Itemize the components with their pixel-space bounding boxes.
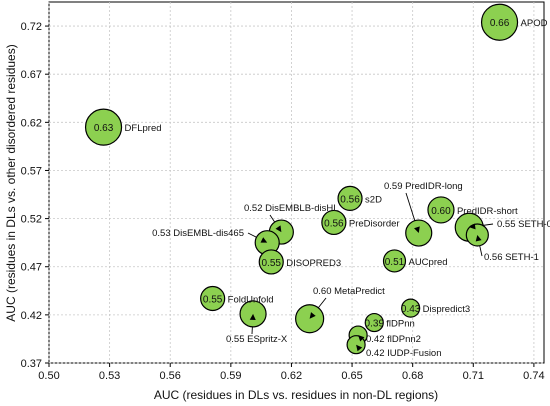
x-tick-label: 0.56 <box>160 370 181 382</box>
point-value-label: 0.63 <box>94 123 114 134</box>
annotation-arrow-head <box>356 344 363 352</box>
y-tick-label: 0.42 <box>21 310 42 322</box>
point-apod <box>480 3 519 41</box>
point-name-label: AUCpred <box>408 257 447 268</box>
data-points: 0.66 0.63 0.56 0.60 0.56 0.55 0.51 0.55 0.43 0.39… <box>84 3 550 359</box>
point-value-label: 0.51 <box>385 257 405 268</box>
point-predisorder <box>321 209 347 236</box>
point-name-label: PredIDR-short <box>457 206 518 217</box>
y-tick-label: 0.72 <box>21 21 42 33</box>
point-name-label: s2D <box>365 194 382 205</box>
point-value-label: 0.43 <box>401 304 421 315</box>
point-foldunfold <box>200 285 226 312</box>
x-tick-label: 0.62 <box>281 370 302 382</box>
point-aucpred <box>382 249 407 273</box>
point-name-label: PreDisorder <box>349 218 400 229</box>
point-name-label: 0.52 DisEMBLB-disHL <box>244 203 339 214</box>
y-tick-label: 0.37 <box>21 358 42 370</box>
point-name-label: flDPnn <box>386 319 415 330</box>
point-name-label: 0.60 MetaPredict <box>313 286 385 297</box>
point-name-label: 0.42 flDPnn2 <box>366 334 421 345</box>
y-tick-label: 0.47 <box>21 262 42 274</box>
point-name-label: 0.53 DisEMBL-dis465 <box>152 228 244 239</box>
point-value-label: 0.56 <box>340 194 360 205</box>
plot-frame <box>48 1 545 364</box>
x-tick-label: 0.50 <box>38 370 59 382</box>
point-name-label: 0.59 PredIDR-long <box>384 181 463 192</box>
point-name-label: DFLpred <box>125 123 162 134</box>
point-dflpred <box>84 108 123 146</box>
x-tick-label: 0.59 <box>220 370 241 382</box>
point-name-label: 0.55 SETH-0 <box>497 219 550 230</box>
point-name-label: 0.42 IUDP-Fusion <box>366 348 442 359</box>
y-tick-label: 0.67 <box>21 69 42 81</box>
annotation-arrow-head <box>275 225 282 233</box>
x-tick-label: 0.71 <box>463 370 484 382</box>
point-value-label: 0.66 <box>490 18 510 29</box>
point-predidr-short <box>427 196 455 224</box>
point-s2d <box>337 185 363 211</box>
x-axis-title: AUC (residues in DLs vs. residues in non… <box>154 388 438 402</box>
y-tick-label: 0.52 <box>21 214 42 226</box>
point-value-label: 0.55 <box>262 258 282 269</box>
x-tick-label: 0.68 <box>402 370 423 382</box>
point-name-label: APOD <box>521 18 548 29</box>
point-value-label: 0.60 <box>431 206 451 217</box>
x-tick-label: 0.65 <box>341 370 362 382</box>
point-name-label: 0.56 SETH-1 <box>484 252 539 263</box>
x-tick-label: 0.53 <box>99 370 120 382</box>
point-value-label: 0.56 <box>324 218 344 229</box>
point-disopred3 <box>258 249 284 275</box>
annotation-arrow-head <box>414 226 420 234</box>
y-axis-title: AUC (residues in DLs vs. other disordere… <box>4 44 18 321</box>
y-tick-label: 0.57 <box>21 165 42 177</box>
annotation-arrow-head <box>260 237 268 243</box>
annotation-arrow-head <box>475 234 482 242</box>
point-name-label: FoldUnfold <box>228 295 274 306</box>
point-name-label: DISOPRED3 <box>286 258 341 269</box>
point-fldpnn <box>364 312 384 333</box>
y-tick-label: 0.62 <box>21 117 42 129</box>
point-name-label: 0.55 ESpritz-X <box>226 334 288 345</box>
annotation-arrow-head <box>309 312 316 319</box>
point-value-label: 0.39 <box>365 319 385 330</box>
annotation-arrow-head <box>469 223 476 230</box>
point-name-label: Dispredict3 <box>423 304 471 315</box>
annotation-arrow-head <box>249 313 256 321</box>
axis-ticks: 0.50 0.53 0.56 0.59 0.62 0.65 0.68 0.71 0.74 0.37… <box>21 21 545 382</box>
x-tick-label: 0.74 <box>523 370 544 382</box>
point-dispredict3 <box>401 298 421 318</box>
annotation-arrow-head <box>358 335 365 342</box>
point-value-label: 0.55 <box>203 295 223 306</box>
